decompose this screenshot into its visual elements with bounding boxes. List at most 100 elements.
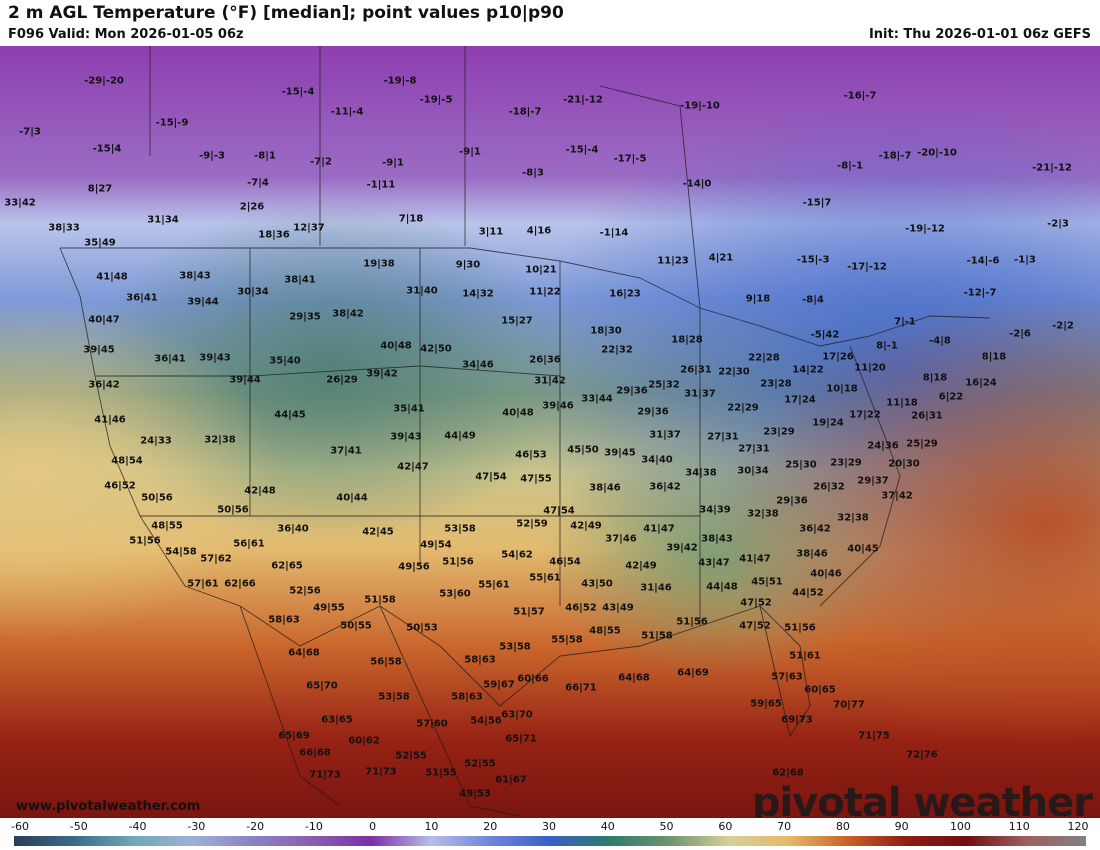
point-value: 16|23 [609, 288, 641, 300]
point-value: 31|40 [406, 285, 438, 297]
point-value: 8|18 [981, 351, 1007, 363]
point-value: 49|53 [459, 788, 491, 800]
point-value: 51|55 [425, 767, 457, 779]
point-value: 25|29 [906, 438, 938, 450]
point-value: -12|-7 [963, 287, 997, 299]
point-value: 2|26 [239, 201, 265, 213]
point-value: 42|50 [420, 343, 452, 355]
point-value: -15|-4 [281, 86, 315, 98]
point-value: 29|35 [289, 311, 321, 323]
point-value: 46|54 [549, 556, 581, 568]
point-value: 54|56 [470, 715, 502, 727]
point-value: 39|44 [229, 374, 261, 386]
point-value: 43|49 [602, 602, 634, 614]
website-credit: www.pivotalweather.com [16, 799, 201, 814]
point-value: 6|22 [938, 391, 964, 403]
point-value: 71|73 [309, 769, 341, 781]
point-value: 12|37 [293, 222, 325, 234]
point-value: 42|47 [397, 461, 429, 473]
point-value: -2|2 [1052, 320, 1074, 332]
point-value: 16|24 [965, 377, 997, 389]
point-value: 7|-1 [894, 316, 916, 328]
point-value: 45|51 [751, 576, 783, 588]
point-value: 50|56 [141, 492, 173, 504]
point-value: 27|31 [707, 431, 739, 443]
point-value: 36|41 [126, 292, 158, 304]
point-value: 53|58 [499, 641, 531, 653]
point-value: 30|34 [237, 286, 269, 298]
point-value: 23|28 [760, 378, 792, 390]
point-value: 31|37 [684, 388, 716, 400]
point-value: -19|-10 [680, 100, 720, 112]
point-value: -15|-3 [796, 254, 830, 266]
valid-time: F096 Valid: Mon 2026-01-05 06z [8, 27, 244, 42]
colorbar-tick: 100 [949, 820, 971, 833]
point-value: 32|38 [747, 508, 779, 520]
point-value: 11|20 [854, 362, 886, 374]
point-value: 47|54 [475, 471, 507, 483]
point-value: 44|48 [706, 581, 738, 593]
point-value: -4|8 [929, 335, 951, 347]
point-value: 53|58 [378, 691, 410, 703]
point-value: 8|18 [922, 372, 948, 384]
point-value: 17|26 [822, 351, 854, 363]
point-value: 31|46 [640, 582, 672, 594]
point-value: 39|45 [604, 447, 636, 459]
point-value: 65|69 [278, 730, 310, 742]
colorbar-tick: 70 [777, 820, 792, 833]
point-value: 25|32 [648, 379, 680, 391]
colorbar-tick: 0 [369, 820, 377, 833]
point-value: 3|11 [478, 226, 504, 238]
point-value: 55|61 [529, 572, 561, 584]
point-value: 26|31 [911, 410, 943, 422]
point-value: -14|-6 [966, 255, 1000, 267]
point-value: 42|49 [570, 520, 602, 532]
point-value: 35|41 [393, 403, 425, 415]
point-value: 48|54 [111, 455, 143, 467]
point-value: 43|47 [698, 557, 730, 569]
point-value: 37|42 [881, 490, 913, 502]
colorbar-tick: -30 [187, 820, 206, 833]
point-value: -15|-4 [565, 144, 599, 156]
point-value: 39|43 [390, 431, 422, 443]
map-header: 2 m AGL Temperature (°F) [median]; point… [0, 0, 1100, 46]
point-value: 62|66 [224, 578, 256, 590]
point-value: -21|-12 [1032, 162, 1072, 174]
map-title: 2 m AGL Temperature (°F) [median]; point… [8, 3, 564, 23]
point-value: 24|33 [140, 435, 172, 447]
point-value: 36|42 [799, 523, 831, 535]
point-value: 40|48 [502, 407, 534, 419]
point-value: -1|11 [366, 179, 396, 191]
point-value: -1|3 [1014, 254, 1036, 266]
point-value: -8|-1 [837, 160, 863, 172]
point-value: 64|68 [618, 672, 650, 684]
point-value: 58|63 [451, 691, 483, 703]
point-value: 11|23 [657, 255, 689, 267]
point-value: 17|24 [784, 394, 816, 406]
point-value: 22|28 [748, 352, 780, 364]
point-value: 47|54 [543, 505, 575, 517]
point-value: 65|71 [505, 733, 537, 745]
init-time: Init: Thu 2026-01-01 06z GEFS [868, 27, 1091, 42]
point-value: -5|42 [810, 329, 840, 341]
colorbar-tick: -40 [128, 820, 147, 833]
point-value: 19|24 [812, 417, 844, 429]
point-value: 38|41 [284, 274, 316, 286]
colorbar-ticks: -60 -50 -40 -30 -20 -10 0 10 20 30 40 50 60 70 80 90 100… [0, 820, 1100, 834]
point-value: -18|-7 [508, 106, 542, 118]
point-value: 48|55 [589, 625, 621, 637]
point-value: 10|18 [826, 383, 858, 395]
point-value: -9|1 [382, 157, 404, 169]
point-value: -17|-5 [613, 153, 647, 165]
point-value: 39|42 [666, 542, 698, 554]
point-value: 58|63 [268, 614, 300, 626]
point-value: 17|22 [849, 409, 881, 421]
point-value: 60|65 [804, 684, 836, 696]
point-value: 34|39 [699, 504, 731, 516]
point-value: -17|-12 [847, 261, 887, 273]
point-value: 20|30 [888, 458, 920, 470]
point-value: 51|56 [784, 622, 816, 634]
point-value: 31|34 [147, 214, 179, 226]
point-value: 25|30 [785, 459, 817, 471]
point-value: 49|56 [398, 561, 430, 573]
